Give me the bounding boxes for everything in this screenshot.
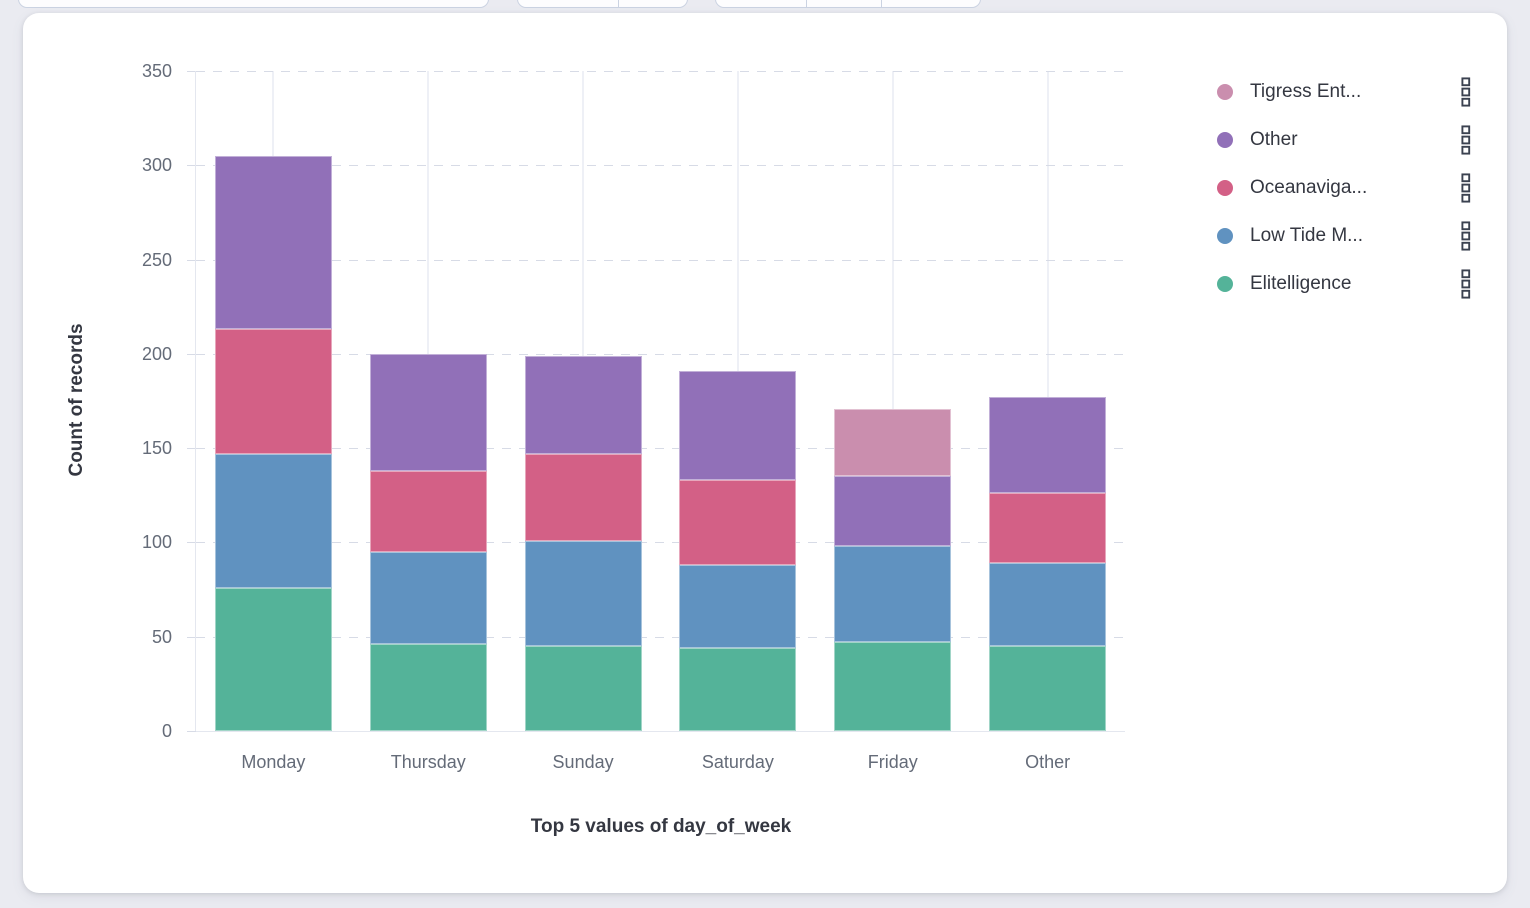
legend-color-dot — [1217, 84, 1233, 100]
legend-item[interactable]: Low Tide M... — [1217, 212, 1472, 260]
x-axis-title: Top 5 values of day_of_week — [530, 816, 792, 837]
bar-segment[interactable] — [524, 453, 642, 541]
horizontal-gridline — [196, 259, 1125, 261]
y-tick-label: 150 — [141, 438, 172, 459]
clipped-query-bar[interactable] — [18, 0, 489, 8]
y-axis-tick — [187, 259, 196, 261]
bar-segment[interactable] — [989, 397, 1107, 494]
y-tick-label: 50 — [151, 626, 172, 647]
button-group-divider — [806, 0, 807, 7]
legend-item-label[interactable]: Elitelligence — [1250, 273, 1352, 294]
button-group-divider — [618, 0, 619, 7]
y-axis-tick — [187, 71, 196, 72]
x-tick-label: Friday — [867, 752, 918, 772]
y-tick-label: 300 — [141, 155, 172, 176]
bar-segment[interactable] — [524, 355, 642, 454]
x-axis-line — [196, 731, 1125, 732]
y-axis-title: Count of records — [66, 323, 87, 477]
bar-segment[interactable] — [679, 480, 797, 566]
y-tick-label: 100 — [141, 532, 172, 553]
boxes-vertical-icon[interactable] — [1460, 125, 1472, 155]
y-axis-tick — [187, 636, 196, 638]
bar-segment[interactable] — [214, 329, 332, 454]
bar-segment[interactable] — [679, 648, 797, 731]
horizontal-gridline — [196, 71, 1125, 72]
y-tick-label: 0 — [161, 721, 172, 741]
legend-color-dot — [1217, 228, 1233, 244]
bar-segment[interactable] — [679, 565, 797, 649]
bar-segment[interactable] — [834, 642, 952, 731]
vertical-gridline — [891, 71, 894, 731]
bar-segment[interactable] — [214, 155, 332, 330]
bar-segment[interactable] — [369, 470, 487, 552]
bar-segment[interactable] — [369, 551, 487, 645]
bar-segment[interactable] — [369, 353, 487, 471]
y-tick-label: 250 — [141, 249, 172, 270]
bar-segment[interactable] — [214, 587, 332, 731]
y-axis-tick — [187, 165, 196, 167]
boxes-vertical-icon[interactable] — [1460, 77, 1472, 107]
clipped-button-group-right[interactable] — [715, 0, 981, 8]
x-tick-label: Thursday — [390, 752, 466, 772]
bar-segment[interactable] — [524, 646, 642, 731]
x-tick-label: Saturday — [701, 752, 774, 772]
bar-segment[interactable] — [524, 540, 642, 647]
y-axis-tick — [187, 542, 196, 544]
legend-item[interactable]: Other — [1217, 116, 1472, 164]
boxes-vertical-icon[interactable] — [1460, 173, 1472, 203]
clipped-button-group-left[interactable] — [517, 0, 688, 8]
horizontal-gridline — [196, 542, 1125, 544]
bar-segment[interactable] — [989, 646, 1107, 731]
legend-item[interactable]: Elitelligence — [1217, 260, 1472, 308]
x-tick-label: Other — [1025, 752, 1071, 772]
legend-item-label[interactable]: Oceanaviga... — [1250, 177, 1368, 198]
horizontal-gridline — [196, 353, 1125, 355]
legend-item[interactable]: Tigress Ent... — [1217, 68, 1472, 116]
bar-segment[interactable] — [369, 644, 487, 731]
boxes-vertical-icon[interactable] — [1460, 269, 1472, 299]
y-axis-tick — [187, 731, 196, 732]
legend-item-label[interactable]: Tigress Ent... — [1250, 81, 1362, 102]
y-axis-tick — [187, 353, 196, 355]
x-tick-label: Sunday — [552, 752, 614, 772]
bar-segment[interactable] — [214, 453, 332, 588]
y-tick-label: 200 — [141, 343, 172, 364]
y-tick-label: 350 — [141, 61, 172, 81]
legend-color-dot — [1217, 180, 1233, 196]
bar-segment[interactable] — [989, 563, 1107, 647]
bar-segment[interactable] — [834, 476, 952, 547]
horizontal-gridline — [196, 448, 1125, 450]
legend-item-label[interactable]: Other — [1250, 129, 1298, 150]
legend-item[interactable]: Oceanaviga... — [1217, 164, 1472, 212]
y-axis-line — [195, 71, 196, 731]
x-tick-label: Monday — [241, 752, 306, 772]
bar-segment[interactable] — [834, 408, 952, 477]
horizontal-gridline — [196, 636, 1125, 638]
horizontal-gridline — [196, 165, 1125, 167]
bar-segment[interactable] — [834, 546, 952, 643]
chart-legend: Tigress Ent... Other Oceanaviga... Low Tide… — [1217, 68, 1472, 308]
bar-segment[interactable] — [989, 493, 1107, 564]
button-group-divider — [881, 0, 882, 7]
legend-item-label[interactable]: Low Tide M... — [1250, 225, 1363, 246]
bar-segment[interactable] — [679, 370, 797, 481]
legend-color-dot — [1217, 276, 1233, 292]
boxes-vertical-icon[interactable] — [1460, 221, 1472, 251]
legend-color-dot — [1217, 132, 1233, 148]
y-axis-tick — [187, 448, 196, 450]
